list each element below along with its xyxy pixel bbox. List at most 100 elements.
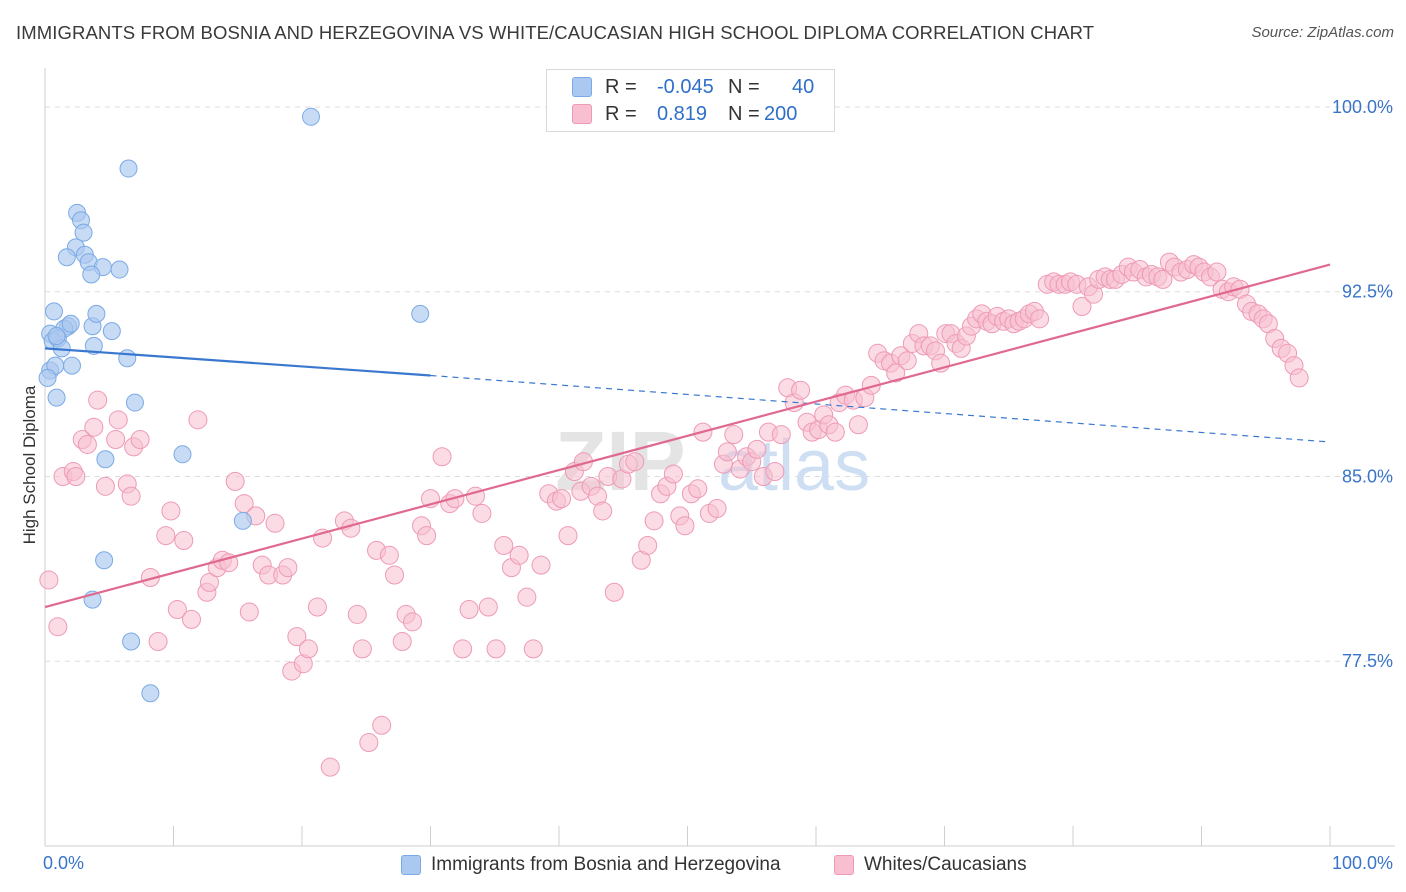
legend-r-value-bosnia: -0.045 bbox=[657, 75, 714, 98]
data-point-whites bbox=[747, 439, 767, 459]
data-point-whites bbox=[48, 617, 68, 637]
data-point-whites bbox=[724, 425, 744, 445]
legend-r-label: R = bbox=[605, 75, 637, 98]
data-point-whites bbox=[298, 639, 318, 659]
data-point-whites bbox=[372, 715, 392, 735]
data-point-bosnia bbox=[57, 248, 76, 267]
legend-n-label: N = bbox=[728, 102, 760, 125]
data-point-whites bbox=[320, 757, 340, 777]
axes bbox=[44, 68, 1395, 847]
chart-title: IMMIGRANTS FROM BOSNIA AND HERZEGOVINA V… bbox=[16, 22, 1095, 43]
data-point-whites bbox=[663, 464, 683, 484]
data-point-whites bbox=[167, 600, 187, 620]
data-point-whites bbox=[825, 422, 845, 442]
data-point-whites bbox=[886, 363, 906, 383]
data-point-whites bbox=[181, 609, 201, 629]
data-point-whites bbox=[88, 390, 108, 410]
data-point-whites bbox=[486, 639, 506, 659]
trend-line-bosnia bbox=[44, 347, 431, 377]
legend-r-label: R = bbox=[605, 102, 637, 125]
data-point-whites bbox=[347, 604, 367, 624]
grid-lines bbox=[45, 106, 1395, 662]
data-point-bosnia bbox=[119, 159, 138, 178]
data-point-whites bbox=[494, 535, 514, 555]
data-point-bosnia bbox=[96, 450, 115, 469]
data-point-whites bbox=[771, 425, 791, 445]
data-point-whites bbox=[558, 526, 578, 546]
data-point-bosnia bbox=[411, 304, 430, 323]
data-point-bosnia bbox=[87, 304, 106, 323]
data-point-bosnia bbox=[173, 445, 192, 464]
data-point-bosnia bbox=[141, 684, 160, 703]
data-point-whites bbox=[130, 430, 150, 450]
data-point-whites bbox=[225, 471, 245, 491]
data-point-bosnia bbox=[118, 349, 137, 368]
bottom-legend-label-whites: Whites/Caucasians bbox=[864, 854, 1027, 875]
data-point-bosnia bbox=[61, 314, 80, 333]
data-point-bosnia bbox=[233, 511, 252, 530]
correlation-legend: R = -0.045 N = 40 R = 0.819 N = 200 bbox=[546, 69, 835, 132]
data-point-bosnia bbox=[38, 368, 57, 387]
data-point-whites bbox=[848, 415, 868, 435]
data-point-whites bbox=[392, 632, 412, 652]
data-point-whites bbox=[95, 476, 115, 496]
data-point-bosnia bbox=[74, 223, 93, 242]
data-point-whites bbox=[1072, 296, 1092, 316]
data-point-whites bbox=[403, 612, 423, 632]
data-point-whites bbox=[307, 597, 327, 617]
series-whites-points bbox=[39, 252, 1309, 777]
data-point-bosnia bbox=[301, 107, 320, 126]
data-point-whites bbox=[121, 486, 141, 506]
y-tick-label: 85.0% bbox=[1342, 466, 1393, 486]
data-point-whites bbox=[707, 499, 727, 519]
tick-labels: 77.5% 85.0% 92.5% 100.0% 0.0% 100.0% bbox=[43, 97, 1393, 873]
y-tick-label: 77.5% bbox=[1342, 651, 1393, 671]
data-point-whites bbox=[509, 545, 529, 565]
data-point-whites bbox=[675, 516, 695, 536]
trend-line-bosnia-extended bbox=[430, 374, 1331, 443]
data-point-whites bbox=[593, 501, 613, 521]
data-point-whites bbox=[717, 442, 737, 462]
data-point-whites bbox=[472, 503, 492, 523]
data-point-whites bbox=[1289, 368, 1309, 388]
trend-lines bbox=[44, 263, 1331, 609]
legend-row-bosnia: R = -0.045 N = 40 bbox=[547, 74, 834, 100]
data-point-whites bbox=[453, 639, 473, 659]
legend-swatch-whites bbox=[572, 104, 592, 124]
data-point-bosnia bbox=[122, 632, 141, 651]
x-tick-label: 100.0% bbox=[1332, 853, 1393, 873]
data-point-whites bbox=[385, 565, 405, 585]
data-point-whites bbox=[552, 489, 572, 509]
data-point-whites bbox=[77, 434, 97, 454]
data-point-whites bbox=[352, 639, 372, 659]
data-point-whites bbox=[265, 513, 285, 533]
bottom-legend-label-bosnia: Immigrants from Bosnia and Herzegovina bbox=[431, 854, 781, 875]
legend-n-value-bosnia: 40 bbox=[792, 75, 815, 98]
bottom-legend-swatch-bosnia bbox=[401, 855, 421, 875]
data-point-whites bbox=[523, 639, 543, 659]
data-point-whites bbox=[625, 452, 645, 472]
data-point-bosnia bbox=[84, 336, 103, 355]
trend-line-whites bbox=[44, 263, 1331, 609]
data-point-whites bbox=[517, 587, 537, 607]
data-point-whites bbox=[84, 417, 104, 437]
data-point-whites bbox=[459, 600, 479, 620]
data-point-whites bbox=[432, 447, 452, 467]
legend-row-whites: R = 0.819 N = 200 bbox=[547, 101, 834, 127]
legend-n-value-whites: 200 bbox=[764, 102, 798, 125]
bottom-legend-whites: Whites/Caucasians bbox=[834, 852, 1027, 878]
y-tick-label: 92.5% bbox=[1342, 282, 1393, 302]
x-tick-label: 0.0% bbox=[43, 853, 84, 873]
data-point-whites bbox=[1153, 269, 1173, 289]
data-point-whites bbox=[188, 410, 208, 430]
data-point-whites bbox=[287, 627, 307, 647]
data-point-whites bbox=[379, 545, 399, 565]
data-point-whites bbox=[359, 733, 379, 753]
data-point-whites bbox=[688, 479, 708, 499]
data-point-whites bbox=[791, 380, 811, 400]
data-point-whites bbox=[108, 410, 128, 430]
legend-n-label: N = bbox=[728, 75, 760, 98]
data-point-bosnia bbox=[47, 327, 66, 346]
data-point-whites bbox=[156, 526, 176, 546]
